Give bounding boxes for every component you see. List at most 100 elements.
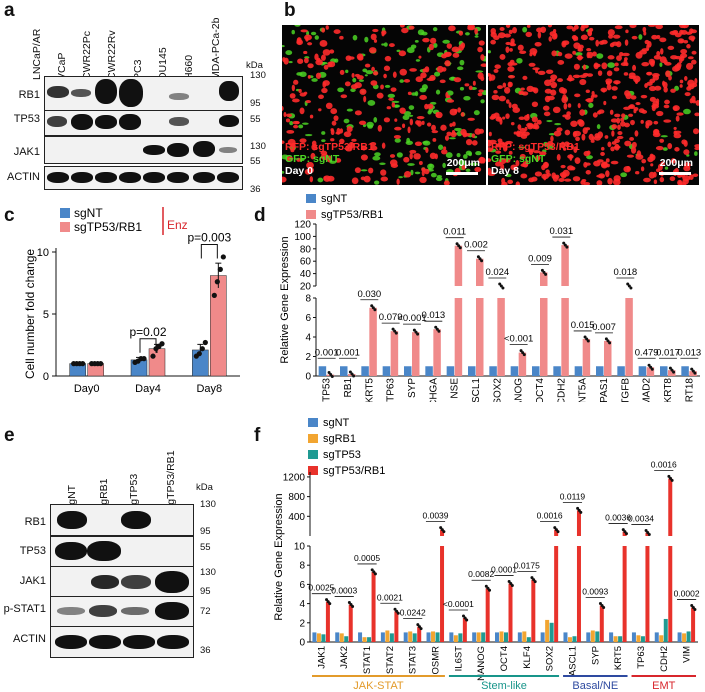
rfp-cell <box>507 179 514 185</box>
rfp-cell <box>620 117 625 122</box>
rfp-cell <box>641 48 650 52</box>
rfp-cell <box>641 109 648 114</box>
rfp-cell <box>580 25 585 32</box>
rfp-cell <box>623 122 630 128</box>
rfp-cell <box>688 174 694 181</box>
rfp-cell <box>528 149 534 155</box>
bar <box>312 632 317 642</box>
rfp-cell <box>521 91 529 96</box>
rfp-cell <box>356 53 364 61</box>
gfp-cell <box>434 71 441 77</box>
bar <box>489 366 497 376</box>
bar <box>361 366 369 376</box>
rfp-cell <box>665 70 671 78</box>
bar <box>476 298 484 376</box>
gfp-cell <box>346 108 353 112</box>
legend-label: sgRB1 <box>323 433 356 445</box>
rfp-cell <box>550 81 558 89</box>
rfp-cell <box>648 85 657 92</box>
rfp-cell <box>296 37 302 44</box>
kda-mark: 72 <box>200 606 211 617</box>
rfp-cell <box>564 129 571 136</box>
rfp-cell <box>453 77 462 83</box>
rfp-cell <box>676 62 682 69</box>
rfp-cell <box>516 130 521 137</box>
rfp-cell <box>505 25 511 29</box>
rfp-cell <box>557 78 564 83</box>
data-point <box>668 366 672 370</box>
rfp-cell <box>493 90 498 94</box>
data-point <box>521 351 525 355</box>
rfp-cell <box>496 116 502 120</box>
rfp-cell <box>403 156 410 163</box>
gfp-cell <box>410 169 414 176</box>
rfp-cell <box>617 124 621 130</box>
rfp-cell <box>593 63 601 68</box>
data-point <box>498 282 502 286</box>
rfp-cell <box>404 171 412 178</box>
data-point <box>647 533 651 537</box>
rfp-cell <box>329 49 335 54</box>
data-point <box>414 330 418 334</box>
rfp-cell <box>330 138 335 142</box>
rfp-cell <box>444 135 450 141</box>
rfp-cell <box>694 78 698 85</box>
rfp-cell <box>491 94 500 101</box>
rfp-cell <box>654 85 662 91</box>
rfp-cell <box>408 25 415 30</box>
data-point <box>565 245 569 249</box>
data-point <box>458 246 462 250</box>
gfp-cell <box>282 170 285 174</box>
rfp-cell <box>683 40 689 44</box>
gfp-cell <box>372 155 381 161</box>
x-tick-label: Day8 <box>196 383 222 395</box>
rfp-cell <box>545 69 554 75</box>
rfp-cell <box>543 161 548 169</box>
x-tick-label: TP63 <box>386 378 397 402</box>
rfp-cell <box>320 54 326 61</box>
data-point <box>522 353 526 357</box>
bar <box>604 340 612 376</box>
data-point <box>488 588 492 592</box>
gfp-cell <box>310 31 317 36</box>
rfp-cell <box>369 47 377 54</box>
rfp-cell <box>561 96 568 104</box>
p-value-label: 0.0005 <box>354 553 380 563</box>
gfp-cell <box>463 95 471 101</box>
rfp-cell <box>287 138 296 146</box>
gfp-cell <box>374 180 380 185</box>
bar <box>563 632 568 642</box>
gfp-cell <box>662 147 668 151</box>
rfp-cell <box>507 75 516 79</box>
row-label-jak1: JAK1 <box>19 575 46 587</box>
scale-label: 200μm <box>446 157 480 169</box>
bar <box>609 632 614 642</box>
rfp-cell <box>434 153 438 160</box>
bar <box>522 631 527 642</box>
y-tick-label: 4 <box>305 333 311 344</box>
data-point <box>586 339 590 343</box>
rfp-cell <box>556 154 561 161</box>
gfp-cell <box>408 105 415 110</box>
rfp-cell <box>443 146 447 150</box>
rfp-cell <box>592 51 597 57</box>
gfp-cell <box>430 172 437 178</box>
rfp-cell <box>691 50 697 55</box>
rfp-cell <box>655 25 663 30</box>
bar <box>596 366 604 376</box>
rfp-cell <box>631 141 637 149</box>
rfp-cell <box>339 69 345 75</box>
bar <box>625 298 633 376</box>
bar <box>622 546 627 642</box>
data-point <box>412 328 416 332</box>
x-tick-label: SMAD2 <box>642 378 653 402</box>
rfp-cell <box>305 100 312 104</box>
rfp-cell <box>458 30 464 36</box>
rfp-cell <box>421 120 425 125</box>
gfp-cell <box>422 141 429 144</box>
rfp-cell <box>488 147 493 152</box>
rfp-cell <box>611 124 618 130</box>
rfp-cell <box>409 68 417 72</box>
rfp-cell <box>616 55 622 61</box>
rfp-cell <box>526 25 531 28</box>
